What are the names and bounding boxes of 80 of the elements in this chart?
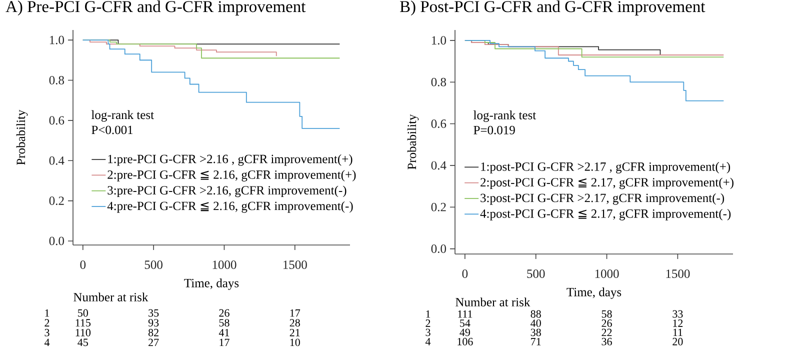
annotation: P=0.019 bbox=[474, 126, 515, 134]
text: 49 bbox=[460, 328, 470, 336]
y-axis-title: Probability bbox=[407, 114, 419, 170]
y-tick-label: 0.8 bbox=[49, 76, 64, 84]
y-axis-title: Probability bbox=[16, 110, 28, 165]
text: 106 bbox=[458, 338, 473, 346]
legend-label: 2:pre-PCI G-CFR ≦ 2.16, gCFR improvement(+) bbox=[108, 170, 356, 182]
legend-label: 3:post-PCI G-CFR >2.17, gCFR improvement(-) bbox=[480, 193, 724, 205]
text: 10 bbox=[290, 338, 300, 346]
text: 17 bbox=[290, 309, 300, 317]
text: 2 bbox=[44, 319, 50, 326]
y-tick-label: 0.8 bbox=[431, 78, 446, 86]
chart-title: B) Post-PCI G-CFR and G-CFR improvement bbox=[400, 0, 706, 16]
text: 28 bbox=[290, 319, 300, 327]
x-tick-label: 1000 bbox=[212, 260, 236, 269]
text: 11 bbox=[673, 328, 682, 336]
text: 71 bbox=[531, 338, 541, 346]
text: 88 bbox=[530, 310, 541, 318]
y-tick-label: 0.6 bbox=[49, 116, 64, 125]
x-axis-title: Time, days bbox=[184, 278, 239, 290]
text: 58 bbox=[602, 310, 612, 318]
text: Number at risk bbox=[74, 292, 148, 302]
text: 82 bbox=[148, 328, 158, 336]
text: 3 bbox=[44, 328, 50, 336]
x-axis-title: Time, days bbox=[566, 288, 622, 299]
y-tick-label: 0.4 bbox=[431, 161, 446, 170]
legend-label: 4:pre-PCI G-CFR ≦ 2.16, gCFR improvement(-) bbox=[107, 201, 353, 213]
legend-label: 1:pre-PCI G-CFR >2.16 , gCFR improvement(+) bbox=[108, 154, 352, 166]
text: 21 bbox=[290, 328, 300, 336]
y-tick-label: 0.4 bbox=[49, 156, 64, 165]
x-tick-label: 500 bbox=[527, 270, 545, 278]
y-tick-label: 1.0 bbox=[50, 36, 64, 44]
y-tick-label: 0.6 bbox=[431, 120, 446, 128]
text: 115 bbox=[76, 319, 91, 326]
text: Number at risk bbox=[456, 298, 530, 306]
text: 38 bbox=[530, 328, 541, 336]
x-tick-label: 1000 bbox=[595, 270, 619, 278]
x-tick-label: 0 bbox=[462, 270, 468, 278]
text: 93 bbox=[148, 319, 159, 326]
text: 35 bbox=[148, 309, 159, 317]
text: 1 bbox=[45, 309, 50, 317]
annotation: P<0.001 bbox=[92, 126, 133, 134]
y-tick-label: 0.2 bbox=[431, 202, 446, 212]
y-tick-label: 0.0 bbox=[49, 236, 64, 246]
x-tick-label: 1500 bbox=[666, 270, 690, 278]
y-tick-label: 1.0 bbox=[432, 36, 446, 45]
text: 26 bbox=[602, 320, 612, 327]
y-tick-label: 0.2 bbox=[49, 196, 64, 206]
legend-label: 2:post-PCI G-CFR ≦ 2.17, gCFR improvement(+) bbox=[480, 178, 734, 190]
text: 54 bbox=[460, 320, 470, 327]
text: 1 bbox=[426, 310, 430, 318]
x-tick-label: 1500 bbox=[283, 260, 307, 269]
y-tick-label: 0.0 bbox=[431, 244, 446, 254]
text: 58 bbox=[219, 319, 230, 327]
text: 111 bbox=[458, 310, 472, 318]
text: 40 bbox=[530, 319, 541, 327]
x-tick-label: 500 bbox=[144, 260, 162, 269]
text: 33 bbox=[672, 310, 683, 318]
text: 50 bbox=[78, 309, 88, 317]
legend-label: 1:post-PCI G-CFR >2.17 , gCFR improvement(+) bbox=[481, 162, 730, 174]
text: 36 bbox=[602, 338, 612, 346]
text: 22 bbox=[602, 328, 612, 336]
text: 27 bbox=[148, 338, 159, 346]
text: 2 bbox=[426, 320, 430, 327]
text: 17 bbox=[220, 338, 230, 346]
legend-label: 4:post-PCI G-CFR ≦ 2.17, gCFR improvement(-) bbox=[480, 209, 731, 220]
text: 3 bbox=[426, 328, 430, 336]
annotation: log-rank test bbox=[91, 110, 154, 122]
annotation: log-rank test bbox=[474, 110, 536, 122]
text: 110 bbox=[76, 328, 91, 336]
text: 26 bbox=[219, 309, 230, 317]
x-tick-label: 0 bbox=[80, 260, 86, 269]
text: 41 bbox=[218, 328, 230, 336]
text: 20 bbox=[672, 338, 683, 346]
text: 45 bbox=[78, 338, 88, 346]
text: 4 bbox=[425, 338, 431, 346]
chart-title: A) Pre-PCI G-CFR and G-CFR improvement bbox=[6, 0, 306, 16]
text: 12 bbox=[673, 320, 683, 327]
legend-label: 3:pre-PCI G-CFR >2.16, gCFR improvement(-) bbox=[108, 186, 346, 198]
text: 4 bbox=[44, 338, 50, 346]
